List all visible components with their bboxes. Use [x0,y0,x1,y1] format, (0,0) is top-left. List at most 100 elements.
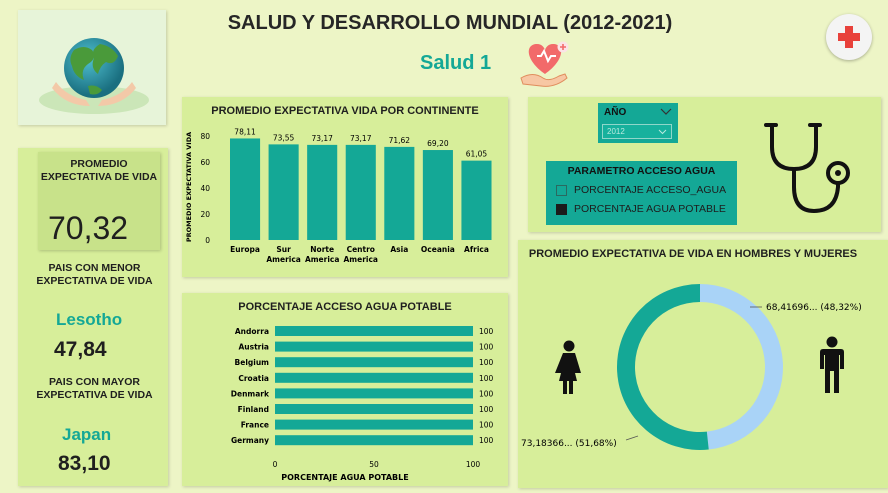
param-option-acceso[interactable]: PORCENTAJE ACCESO_AGUA [556,184,726,196]
year-dropdown[interactable]: 2012 [602,124,672,139]
bar-data-label: 100 [479,343,494,352]
x-tick-label: 0 [273,460,278,469]
y-tick-label: Austria [238,343,269,352]
red-cross-icon [838,26,860,48]
gender-chart-title: PROMEDIO EXPECTATIVA DE VIDA EN HOMBRES … [528,248,858,260]
globe-icon [39,38,149,114]
bar[interactable] [275,388,473,399]
continent-chart-title: PROMEDIO EXPECTATIVA VIDA POR CONTINENTE [211,105,479,117]
health-logo [826,14,872,60]
year-slicer: AÑO 2012 [598,103,678,143]
bar-data-label: 61,05 [466,150,488,159]
x-tick-label: America [266,255,300,264]
max-country: Japan [62,425,112,444]
female-icon [555,340,581,394]
bar[interactable] [275,372,473,383]
x-tick-label: Centro [347,245,375,254]
donut-slice[interactable] [617,284,709,450]
water-param-slicer: PARAMETRO ACCESO AGUA PORCENTAJE ACCESO_… [546,161,737,225]
year-label: AÑO [604,107,627,118]
bar[interactable] [461,160,492,240]
max-kpi-value: 83,10 [58,452,111,475]
bar-data-label: 100 [479,389,494,398]
donut-data-label: 68,41696... (48,32%) [766,303,862,313]
x-tick-label: Oceania [421,245,455,254]
globe-image [18,10,166,125]
bar[interactable] [275,357,473,368]
bar-data-label: 100 [479,374,494,383]
bar[interactable] [275,435,473,446]
bar-data-label: 100 [479,405,494,414]
bar[interactable] [275,326,473,336]
param-option-label: PORCENTAJE ACCESO_AGUA [574,184,727,196]
bar-data-label: 73,17 [311,134,333,143]
water-chart-title: PORCENTAJE ACCESO AGUA POTABLE [238,301,452,313]
bar[interactable] [230,138,261,240]
x-tick-label: Norte [310,245,334,254]
avg-kpi-value: 70,32 [48,210,129,246]
param-title: PARAMETRO ACCESO AGUA [567,165,716,177]
health-heart-icon [520,41,569,87]
filter-panel: AÑO 2012 PARAMETRO ACCESO AGUA PORCENTAJ… [528,97,881,232]
avg-kpi-label: PROMEDIO EXPECTATIVA DE VIDA [40,158,158,183]
bar-data-label: 78,11 [234,127,256,136]
y-axis-label: PROMEDIO EXPECTATIVA VIDA [185,132,193,242]
year-value: 2012 [607,127,625,136]
bar-data-label: 100 [479,421,494,430]
x-axis-label: PORCENTAJE AGUA POTABLE [281,473,408,482]
y-tick-label: 20 [200,210,210,219]
bar-data-label: 100 [479,436,494,445]
x-tick-label: 100 [466,460,481,469]
min-kpi-label: PAIS CON MENOR EXPECTATIVA DE VIDA [36,262,153,287]
male-icon [820,336,844,393]
x-tick-label: Europa [230,245,260,254]
y-tick-label: 60 [200,158,210,167]
continent-chart-panel: PROMEDIO EXPECTATIVA VIDA POR CONTINENTE… [182,97,508,277]
chevron-down-icon[interactable] [660,108,672,116]
bar[interactable] [275,404,473,414]
y-tick-label: 0 [205,236,210,245]
x-tick-label: Africa [464,245,489,254]
bar[interactable] [422,150,453,240]
donut-data-label: 73,18366... (51,68%) [521,439,617,449]
bar-data-label: 73,55 [273,133,295,142]
bar[interactable] [268,144,299,240]
checkbox-icon [556,184,567,196]
y-tick-label: 40 [200,184,210,193]
water-chart-panel: PORCENTAJE ACCESO AGUA POTABLE Andorra 10… [182,293,508,486]
bar[interactable] [275,419,473,430]
y-tick-label: Finland [238,405,269,414]
x-tick-label: 50 [369,460,379,469]
y-tick-label: Andorra [235,327,269,336]
gender-chart-panel: PROMEDIO EXPECTATIVA DE VIDA EN HOMBRES … [518,240,888,488]
x-tick-label: America [344,255,378,264]
x-tick-label: America [305,255,339,264]
y-tick-label: Belgium [235,358,270,367]
bar[interactable] [345,144,376,240]
gender-donut-chart: 68,41696... (48,32%) 73,18366... (51,68%) [521,284,862,450]
y-tick-label: 80 [200,132,210,141]
bar[interactable] [307,144,338,240]
bar-data-label: 100 [479,327,494,336]
bar-data-label: 73,17 [350,134,372,143]
y-tick-label: France [241,421,269,430]
chevron-down-icon [658,129,667,134]
max-kpi-label: PAIS CON MAYOR EXPECTATIVA DE VIDA [36,376,153,401]
x-tick-label: Sur [276,245,291,254]
checkbox-checked-icon [556,203,567,215]
y-tick-label: Denmark [231,389,270,398]
bar[interactable] [275,341,473,352]
bar-data-label: 100 [479,358,494,367]
bar[interactable] [384,146,415,240]
param-option-potable[interactable]: PORCENTAJE AGUA POTABLE [556,203,726,215]
x-tick-label: Asia [390,245,408,254]
continent-bar-chart: PROMEDIO EXPECTATIVA VIDA 0 20 40 60 80 78,11 E… [185,127,492,264]
y-tick-label: Croatia [238,374,269,383]
stethoscope-icon [764,123,850,214]
min-kpi-value: 47,84 [54,338,107,361]
water-bar-chart: Andorra 100 Austria 100 Belgium 100 Croatia 100… [231,326,494,482]
donut-slice[interactable] [700,284,783,450]
page-title: SALUD Y DESARROLLO MUNDIAL (2012-2021) [227,12,673,34]
page-subtitle: Salud 1 [420,52,492,74]
y-tick-label: Germany [231,436,269,445]
